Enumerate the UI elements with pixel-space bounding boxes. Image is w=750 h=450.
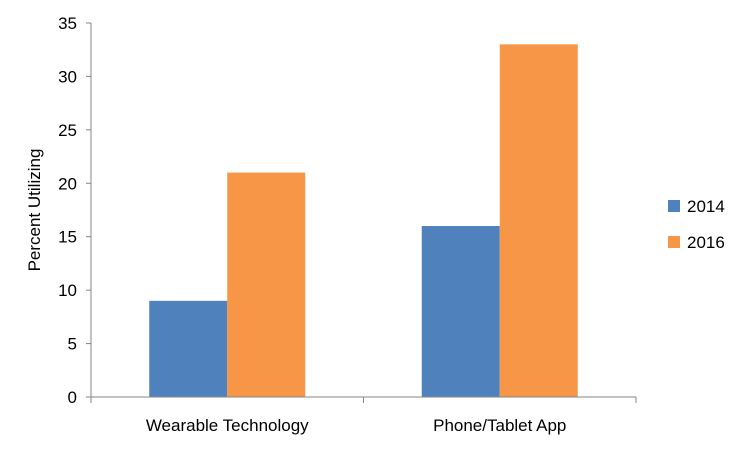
y-tick-label: 25	[58, 121, 77, 140]
legend-label-2016: 2016	[687, 233, 725, 252]
y-tick-label: 10	[58, 281, 77, 300]
y-tick-label: 20	[58, 174, 77, 193]
legend-swatch-2014	[668, 200, 680, 212]
x-category-label: Phone/Tablet App	[433, 416, 566, 435]
axes-layer	[86, 22, 637, 403]
legend: 2014 2016	[668, 197, 725, 252]
x-category-label: Wearable Technology	[146, 416, 309, 435]
labels-layer: 0 5 10 15 20 25 30 35 Wearable Technology Phone/T…	[25, 14, 566, 435]
bar-2014-1	[421, 226, 500, 397]
bars-layer	[149, 44, 578, 397]
bar-2016-1	[499, 44, 578, 397]
legend-label-2014: 2014	[687, 197, 725, 216]
bar-2014-0	[149, 300, 228, 397]
y-tick-label: 30	[58, 67, 77, 86]
bar-2016-0	[227, 172, 306, 397]
y-tick-label: 5	[68, 335, 77, 354]
y-tick-label: 15	[58, 228, 77, 247]
y-tick-label: 0	[68, 388, 77, 407]
y-tick-label: 35	[58, 14, 77, 33]
y-axis-title: Percent Utilizing	[25, 149, 44, 272]
legend-swatch-2016	[668, 236, 680, 248]
